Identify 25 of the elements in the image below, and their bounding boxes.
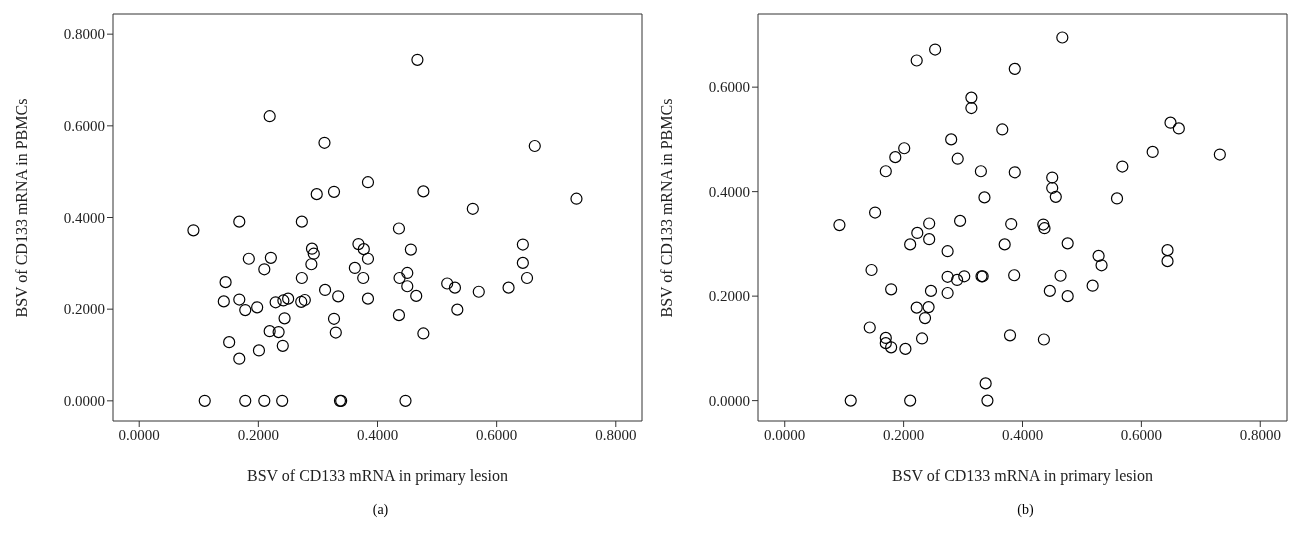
x-tick-label: 0.4000 bbox=[1001, 426, 1044, 443]
x-tick-label: 0.8000 bbox=[1239, 426, 1281, 443]
x-tick-label: 0.0000 bbox=[764, 426, 806, 443]
y-axis-title: BSV of CD133 mRNA in PBMCs bbox=[12, 98, 30, 318]
x-tick-label: 0.2000 bbox=[237, 426, 279, 443]
y-tick-label: 0.2000 bbox=[63, 301, 105, 318]
x-tick-label: 0.0000 bbox=[118, 426, 160, 443]
text: (b) bbox=[1016, 502, 1035, 518]
y-tick-label: 0.4000 bbox=[63, 209, 105, 226]
x-axis-title: BSV of CD133 mRNA in primary lesion bbox=[246, 467, 509, 485]
y-tick-label: 0.8000 bbox=[63, 26, 105, 43]
y-tick-label: 0.6000 bbox=[708, 79, 750, 96]
x-tick-label: 0.4000 bbox=[356, 426, 399, 443]
x-tick-label: 0.6000 bbox=[1120, 426, 1162, 443]
x-tick-label: 0.6000 bbox=[476, 426, 518, 443]
x-tick-label: 0.8000 bbox=[595, 426, 637, 443]
x-axis-title: BSV of CD133 mRNA in primary lesion bbox=[891, 467, 1154, 485]
text: (a) bbox=[371, 502, 390, 518]
y-tick-label: 0.4000 bbox=[708, 183, 750, 200]
y-tick-label: 0.0000 bbox=[63, 393, 105, 410]
y-axis-title: BSV of CD133 mRNA in PBMCs bbox=[657, 98, 675, 318]
y-tick-label: 0.6000 bbox=[63, 118, 105, 135]
x-tick-label: 0.2000 bbox=[883, 426, 925, 443]
y-tick-label: 0.2000 bbox=[708, 288, 750, 305]
y-tick-label: 0.0000 bbox=[708, 392, 750, 409]
